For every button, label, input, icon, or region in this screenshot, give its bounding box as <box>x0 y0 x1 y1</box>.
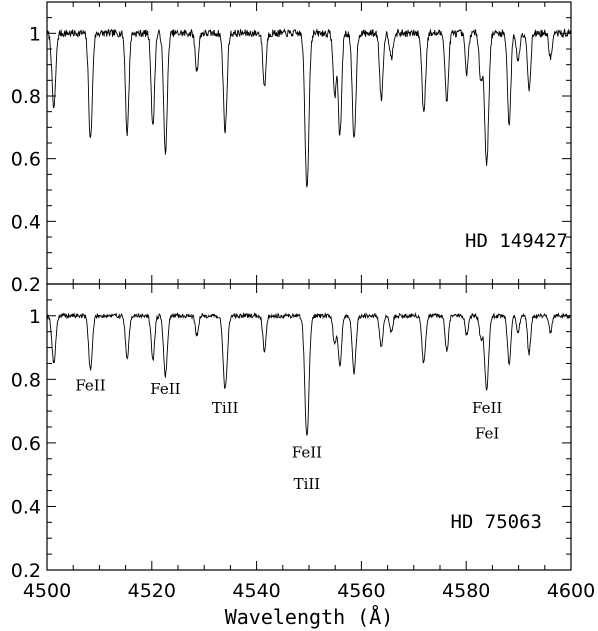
x-tick-label: 4500 <box>23 580 71 602</box>
y-tick-label: 1 <box>29 306 41 328</box>
top-spectrum-trace <box>46 27 571 188</box>
y-tick-label: 0.8 <box>11 86 41 108</box>
line-id-label: TiII <box>294 475 321 493</box>
bottom-spectrum-panel: 0.20.40.60.81 FeII FeIITiIIFeIITiIIFeIIFe… <box>11 283 572 582</box>
bottom-panel-x-ticks <box>46 284 572 570</box>
top-panel-y-ticks: 0.2 0.4 0.6 0.8 1 <box>11 1 571 296</box>
y-tick-label: 0.2 <box>11 560 41 582</box>
x-tick-label: 4540 <box>232 580 280 602</box>
x-axis-title: Wavelength (Å) <box>225 605 394 629</box>
x-tick-label: 4560 <box>337 580 385 602</box>
x-tick-label: 4520 <box>128 580 176 602</box>
line-id-label: FeII <box>75 377 105 395</box>
y-tick-label: 0.6 <box>11 149 41 171</box>
y-tick-label: 0.4 <box>11 211 41 233</box>
top-spectrum-panel: 0.2 0.4 0.6 0.8 1 HD 149427 <box>11 1 572 296</box>
y-tick-label: 1 <box>29 23 41 45</box>
top-panel-x-ticks <box>46 2 572 284</box>
star-label-hd75063: HD 75063 <box>450 511 542 533</box>
line-id-label: FeII <box>292 443 322 461</box>
bottom-spectrum-trace <box>46 311 571 436</box>
line-id-label: FeII <box>472 399 502 417</box>
line-id-label: TiII <box>212 399 239 417</box>
x-tick-labels: 4500 4520 4540 4560 4580 4600 <box>23 580 595 602</box>
y-tick-label: 0.2 <box>11 274 41 296</box>
y-tick-label: 0.8 <box>11 369 41 391</box>
spectrum-line <box>46 311 571 436</box>
y-tick-label: 0.4 <box>11 496 41 518</box>
star-label-hd149427: HD 149427 <box>465 230 568 252</box>
line-id-label: FeI <box>475 424 499 442</box>
bottom-panel-y-ticks: 0.2 0.4 0.6 0.8 1 <box>11 283 571 582</box>
line-identifications: FeII FeII TiII FeII TiII FeII FeI <box>75 377 502 494</box>
spectrum-line <box>46 27 571 188</box>
x-tick-label: 4600 <box>547 580 595 602</box>
y-tick-label: 0.6 <box>11 433 41 455</box>
line-id-label: FeII <box>150 380 180 398</box>
x-tick-label: 4580 <box>442 580 490 602</box>
